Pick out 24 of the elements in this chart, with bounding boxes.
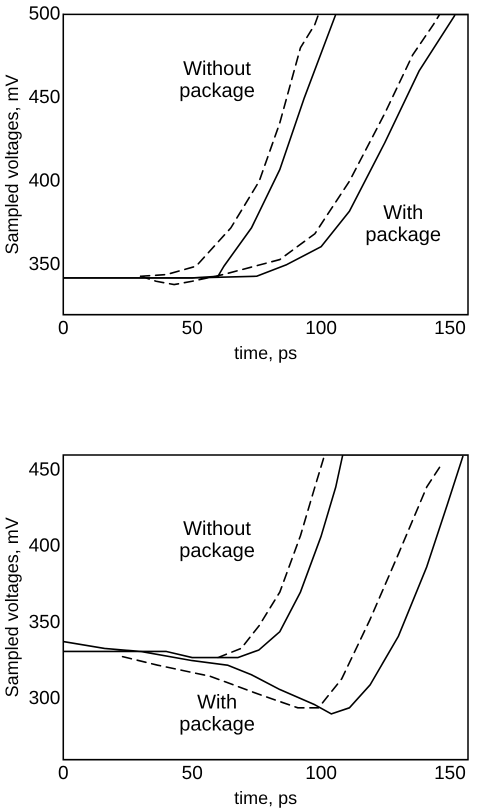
y-tick-label: 450	[28, 87, 60, 108]
x-tick-label: 150	[434, 318, 466, 340]
y-tick-label: 400	[28, 536, 60, 557]
annotation: Without package	[179, 58, 255, 102]
x-axis-title: time, ps	[234, 343, 298, 364]
x-tick-label: 100	[305, 318, 337, 340]
y-tick-label: 350	[28, 254, 60, 275]
y-tick-label: 400	[28, 170, 60, 192]
x-tick-label: 150	[434, 763, 466, 784]
x-tick-label: 50	[182, 318, 203, 340]
y-axis-title: Sampled voltages, mV	[2, 74, 22, 255]
x-tick-label: 100	[305, 763, 337, 784]
annotation: With package	[365, 202, 442, 246]
x-axis-title: time, ps	[234, 788, 298, 808]
y-tick-label: 450	[28, 459, 60, 480]
y-tick-label: 350	[28, 612, 60, 633]
y-axis-title: Sampled voltages, mV	[2, 517, 22, 698]
annotation: With package	[179, 691, 255, 736]
y-tick-label: 500	[28, 4, 60, 25]
x-tick-label: 0	[58, 763, 69, 784]
x-tick-label: 50	[182, 763, 203, 784]
annotation: Without package	[179, 518, 255, 562]
y-tick-label: 300	[28, 688, 60, 709]
x-tick-label: 0	[58, 318, 69, 340]
